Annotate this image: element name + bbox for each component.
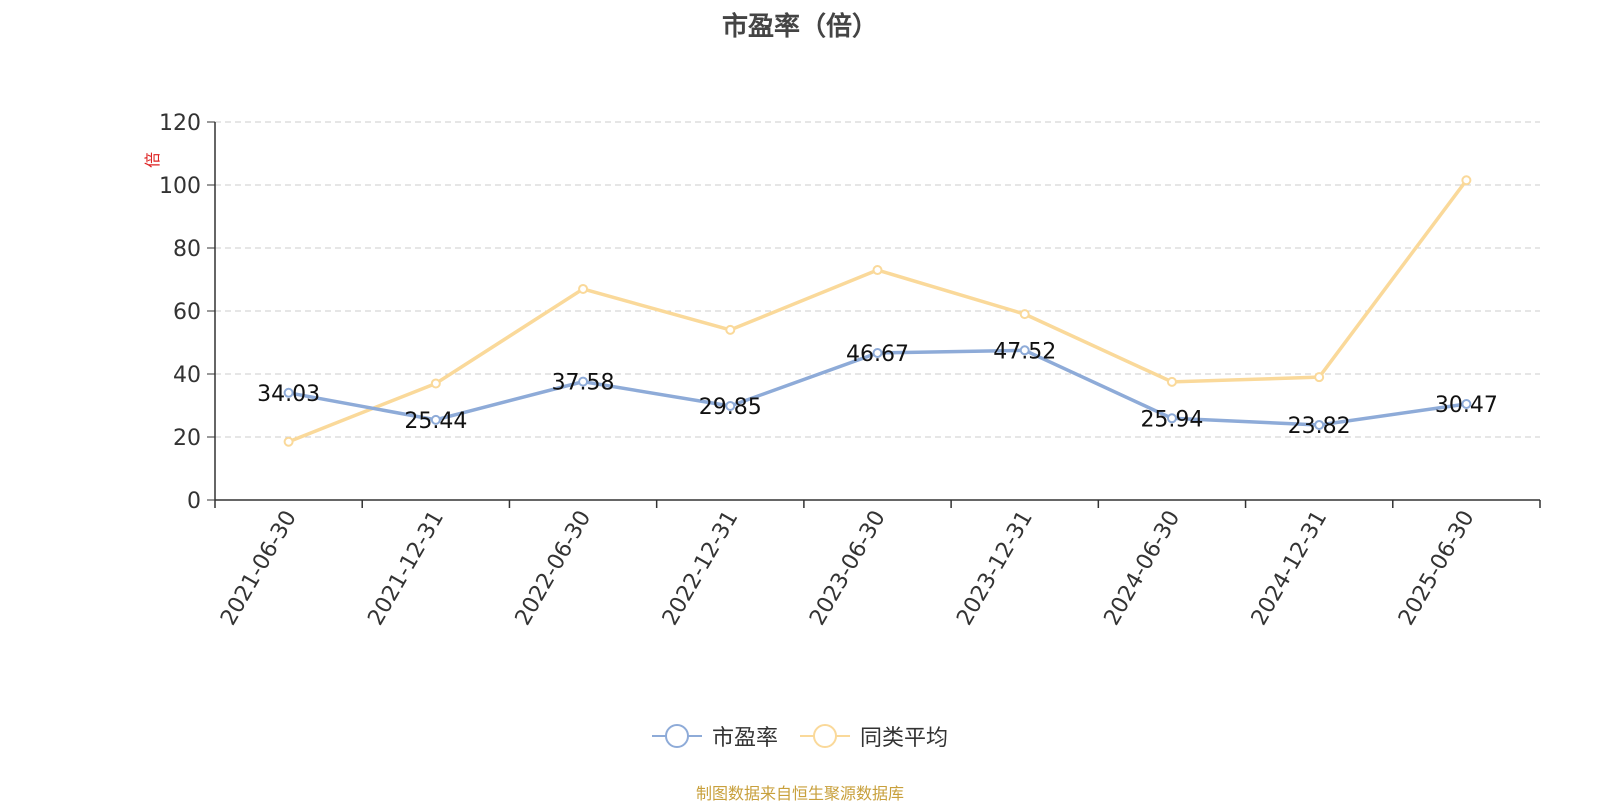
- legend-item-peer-avg[interactable]: 同类平均: [800, 720, 948, 752]
- y-tick-label: 0: [187, 489, 201, 514]
- legend: 市盈率 同类平均: [0, 720, 1600, 752]
- data-point-0: [283, 387, 294, 398]
- data-point-0: [578, 376, 589, 387]
- data-point-1: [872, 265, 883, 276]
- data-point-1: [1461, 175, 1472, 186]
- data-point-0: [1166, 413, 1177, 424]
- data-label: 25.94: [1140, 407, 1203, 432]
- x-tick-label: 2022-12-31: [658, 507, 744, 630]
- legend-item-pe[interactable]: 市盈率: [651, 720, 778, 752]
- legend-marker-peer-avg: [800, 724, 850, 748]
- data-label: 46.67: [846, 342, 909, 367]
- x-tick-label: 2021-12-31: [363, 507, 449, 630]
- y-tick-label: 80: [173, 237, 201, 262]
- y-tick-label: 60: [173, 300, 201, 325]
- y-tick-label: 20: [173, 426, 201, 451]
- data-point-1: [1314, 372, 1325, 383]
- data-point-1: [725, 324, 736, 335]
- data-point-1: [578, 283, 589, 294]
- y-axis-unit-label: 倍: [143, 152, 162, 168]
- data-label: 29.85: [699, 395, 762, 420]
- data-point-0: [1019, 345, 1030, 356]
- data-point-0: [1314, 419, 1325, 430]
- legend-label-peer-avg: 同类平均: [860, 726, 949, 751]
- x-tick-label: 2024-12-31: [1247, 507, 1333, 630]
- chart-title: 市盈率（倍）: [721, 12, 878, 42]
- data-point-1: [283, 436, 294, 447]
- series: [283, 175, 1472, 447]
- data-label: 37.58: [552, 371, 615, 396]
- legend-label-pe: 市盈率: [711, 726, 778, 751]
- y-tick-label: 40: [173, 363, 201, 388]
- data-labels: 34.03 25.44 37.58 29.85 46.67 47.52 25.94 23.82…: [257, 339, 1498, 439]
- grid-lines: [215, 121, 1540, 438]
- data-point-1: [1166, 376, 1177, 387]
- data-label: 34.03: [257, 382, 320, 407]
- x-tick-label: 2021-06-30: [216, 507, 302, 630]
- data-point-1: [1019, 309, 1030, 320]
- legend-marker-pe: [651, 724, 702, 748]
- data-point-0: [725, 400, 736, 411]
- x-tick-label: 2025-06-30: [1394, 507, 1480, 630]
- data-point-1: [430, 378, 441, 389]
- data-label: 47.52: [993, 339, 1056, 364]
- y-tick-label: 100: [159, 174, 201, 199]
- data-label: 30.47: [1435, 393, 1498, 418]
- data-point-0: [1461, 399, 1472, 410]
- data-label: 23.82: [1288, 414, 1351, 439]
- x-tick-label: 2022-06-30: [511, 507, 597, 630]
- x-tick-label: 2024-06-30: [1100, 507, 1186, 630]
- x-tick-label: 2023-12-31: [952, 507, 1038, 630]
- data-label: 25.44: [404, 409, 467, 434]
- y-tick-label: 120: [159, 111, 201, 136]
- data-point-0: [430, 414, 441, 425]
- source-note: 制图数据来自恒生聚源数据库: [695, 784, 904, 803]
- x-tick-label: 2023-06-30: [805, 507, 891, 630]
- axes: 0 20 40 60 80 100 120 2021-06-30 2021-12-31 2022-…: [159, 111, 1541, 630]
- data-point-0: [872, 347, 883, 358]
